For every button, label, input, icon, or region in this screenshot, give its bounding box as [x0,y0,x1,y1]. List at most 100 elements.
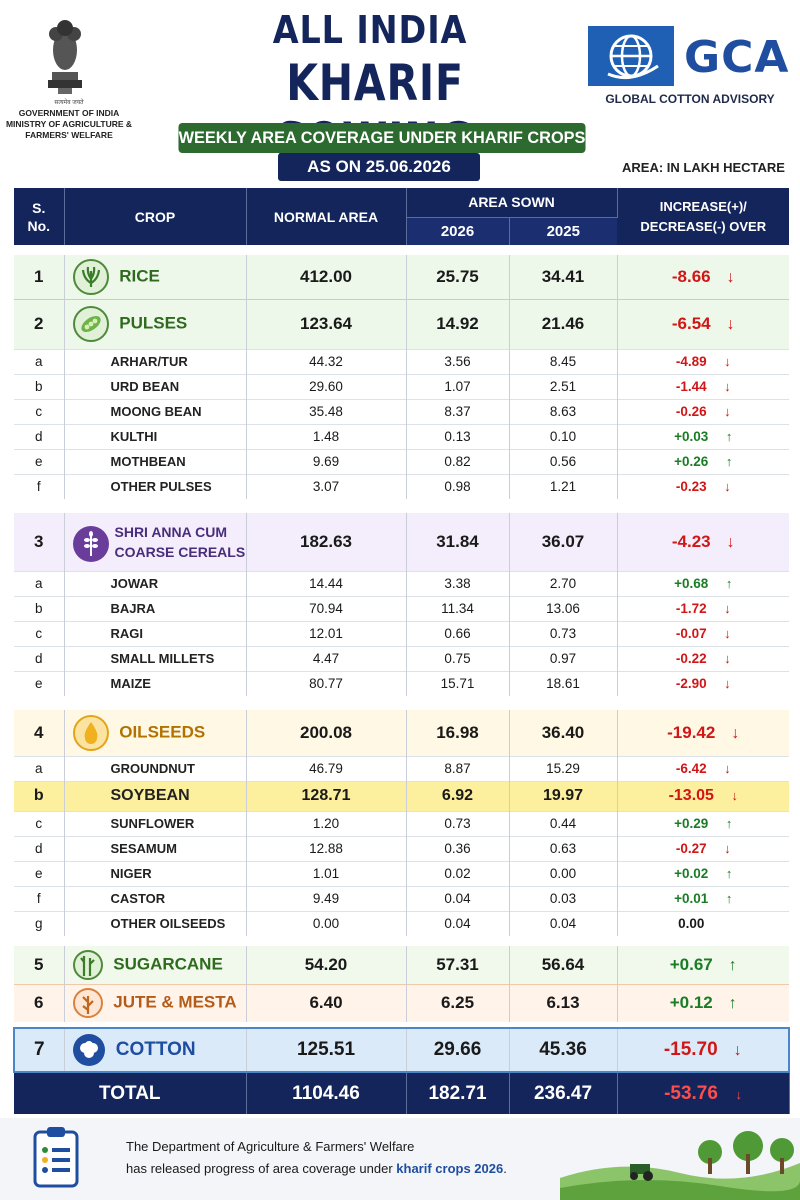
normal-area: 12.01 [246,620,407,646]
table-row-other-pulses: f OTHER PULSES 3.07 0.98 1.21 -0.23 ↓ [14,473,789,499]
crop-name: COTTON [115,1039,196,1061]
row-sno: e [14,448,65,474]
difference-cell: -4.23 ↓ [617,513,789,571]
row-sno: b [14,373,65,399]
gca-globe-logo-icon [588,26,674,86]
area-2025: 18.61 [509,670,618,696]
crop-name: NIGER [64,860,247,886]
row-sno: a [14,570,65,596]
area-2026: 0.13 [406,423,510,449]
row-sno: d [14,645,65,671]
area-2025: 13.06 [509,595,618,621]
pulses-pod-icon [72,306,109,342]
normal-area: 1.01 [246,860,407,886]
total-difference-cell: -53.76 ↓ [617,1072,790,1114]
down-arrow-icon: ↓ [731,724,740,742]
normal-area: 182.63 [246,513,407,571]
area-2025: 2.70 [509,570,618,596]
normal-area: 44.32 [246,348,407,374]
area-2026: 0.02 [406,860,510,886]
crop-name: SUNFLOWER [64,810,247,836]
difference-cell: -4.89 ↓ [617,348,789,374]
row-sno: e [14,860,65,886]
total-area-2025: 236.47 [509,1072,618,1114]
row-sno: b [14,780,65,811]
header-year-2026: 2026 [406,216,510,245]
area-2025: 2.51 [509,373,618,399]
up-arrow-icon: ↑ [725,454,733,469]
difference-value: -6.42 [675,761,707,776]
emblem-motto: सत्यमेव जयते [54,100,84,106]
row-sno: 1 [14,255,65,299]
area-2025: 8.45 [509,348,618,374]
date-banner: AS ON 25.06.2026 [278,153,480,181]
row-sno: f [14,473,65,499]
normal-area: 1.48 [246,423,407,449]
area-2026: 0.66 [406,620,510,646]
down-arrow-icon: ↓ [724,479,731,495]
area-2025: 0.44 [509,810,618,836]
crop-cell: PULSES [64,299,247,349]
normal-area: 3.07 [246,473,407,499]
up-arrow-icon: ↑ [725,576,733,591]
ministry-name: GOVERNMENT OF INDIA MINISTRY OF AGRICULT… [4,108,134,141]
area-2026: 0.75 [406,645,510,671]
header-diff-line-1: INCREASE(+)/ [659,198,747,214]
row-sno: 2 [14,299,65,349]
cotton-boll-icon [72,1034,105,1066]
down-arrow-icon: ↓ [733,1042,742,1059]
down-arrow-icon: ↓ [726,533,735,551]
area-2026: 16.98 [406,710,510,756]
table-row-mothbean: e MOTHBEAN 9.69 0.82 0.56 +0.26 ↑ [14,448,789,474]
farm-fields-illustration-icon [560,1131,800,1200]
header-diff-line-2: DECREASE(-) OVER [640,218,767,234]
crop-name: ARHAR/TUR [64,348,247,374]
crop-name-line-1: SHRI ANNA CUM [114,523,228,540]
normal-area: 123.64 [246,299,407,349]
normal-area: 54.20 [246,946,407,984]
clipboard-report-icon [33,1127,79,1188]
area-2025: 45.36 [509,1028,618,1072]
area-2026: 31.84 [406,513,510,571]
crop-name: JOWAR [64,570,247,596]
footer-line-2: has released progress of area coverage u… [126,1158,507,1180]
crop-name: KULTHI [64,423,247,449]
difference-value: -0.07 [675,626,707,641]
table-row-sesamum: d SESAMUM 12.88 0.36 0.63 -0.27 ↓ [14,835,789,861]
area-2025: 0.73 [509,620,618,646]
normal-area: 125.51 [246,1028,407,1072]
normal-area: 29.60 [246,373,407,399]
header-year-2025: 2025 [509,216,617,245]
up-arrow-icon: ↑ [728,956,737,974]
crop-name: OTHER OILSEEDS [64,910,247,936]
difference-value: -4.89 [675,354,707,369]
area-2026: 0.73 [406,810,510,836]
table-row-moong-bean: c MOONG BEAN 35.48 8.37 8.63 -0.26 ↓ [14,398,789,424]
area-2026: 11.34 [406,595,510,621]
crop-name: MOTHBEAN [64,448,247,474]
crop-name: SUGARCANE [113,954,223,974]
govt-line-3: FARMERS' WELFARE [25,130,113,140]
up-arrow-icon: ↑ [725,816,733,831]
difference-cell: -6.42 ↓ [617,755,789,781]
normal-area: 412.00 [246,255,407,299]
table-row-total: TOTAL 1104.46 182.71 236.47 -53.76 ↓ [14,1072,790,1114]
govt-line-1: GOVERNMENT OF INDIA [18,108,120,118]
normal-area: 35.48 [246,398,407,424]
footer-highlight: kharif crops 2026 [396,1161,504,1176]
area-2025: 6.13 [509,984,618,1022]
normal-area: 6.40 [246,984,407,1022]
crop-name: JUTE & MESTA [113,992,237,1012]
jute-plant-icon [72,988,103,1019]
difference-cell: -0.22 ↓ [617,645,789,671]
table-row-groundnut: a GROUNDNUT 46.79 8.87 15.29 -6.42 ↓ [14,755,789,781]
row-sno: b [14,595,65,621]
table-row-pulses: 2 PULSES 123.64 14.92 21.46 -6.54 ↓ [14,299,789,349]
rice-plant-icon [72,258,109,295]
crop-name: PULSES [119,313,188,333]
difference-value: -0.27 [675,841,707,856]
area-2026: 57.31 [406,946,510,984]
difference-cell: +0.02 ↑ [617,860,789,886]
area-2026: 6.92 [406,780,510,811]
